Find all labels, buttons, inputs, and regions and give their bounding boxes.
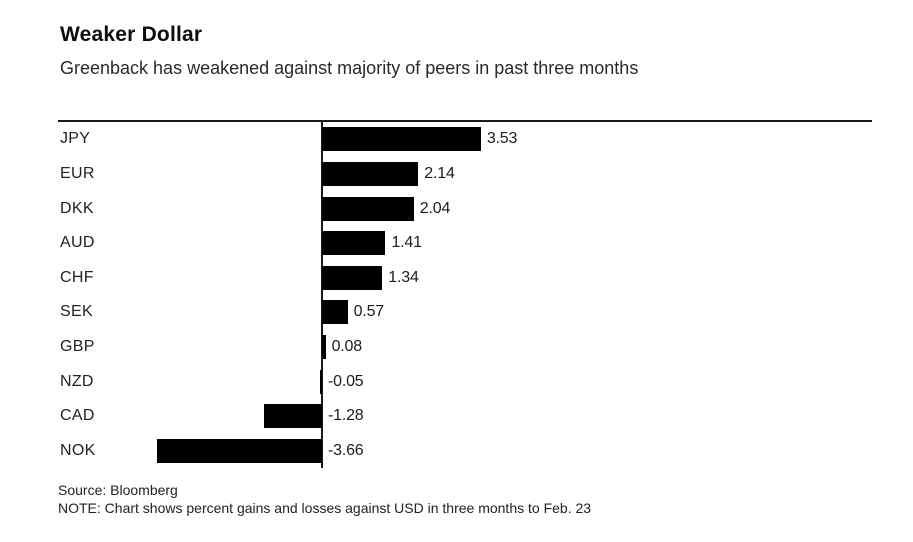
category-label: JPY: [60, 130, 91, 148]
category-label: NZD: [60, 372, 94, 390]
category-label: SEK: [60, 303, 93, 321]
bar: [322, 265, 383, 290]
bar: [264, 404, 322, 429]
bar: [322, 196, 414, 221]
value-label: -0.05: [328, 372, 364, 390]
value-label: -1.28: [328, 407, 364, 425]
bar: [322, 162, 419, 187]
bar: [322, 231, 386, 256]
value-label: 3.53: [486, 130, 518, 148]
bar-row: AUD 1.41: [0, 226, 913, 261]
bar-row: CHF 1.34: [0, 261, 913, 296]
bar: [319, 369, 322, 394]
category-label: GBP: [60, 338, 95, 356]
bar-row: GBP 0.08: [0, 330, 913, 365]
value-label: 1.34: [388, 268, 419, 286]
bar: [322, 127, 481, 152]
bar-row: CAD -1.28: [0, 399, 913, 434]
category-label: AUD: [60, 234, 95, 252]
source-label: Source: Bloomberg: [58, 482, 178, 498]
value-label: 0.08: [331, 338, 363, 356]
category-label: EUR: [60, 165, 95, 183]
value-label: 0.57: [353, 303, 385, 321]
chart-title: Weaker Dollar: [60, 23, 203, 46]
bar: [157, 438, 322, 463]
category-label: DKK: [60, 199, 94, 217]
value-label: 2.14: [424, 165, 455, 183]
category-label: CHF: [60, 268, 94, 286]
zero-axis-line: [321, 120, 323, 468]
chart-top-rule: [58, 120, 872, 122]
bar-chart: JPY 3.53 EUR 2.14 DKK 2.04 AUD 1.41 CHF …: [0, 120, 913, 470]
bar: [322, 300, 348, 325]
bar: [322, 335, 326, 360]
category-label: CAD: [60, 407, 95, 425]
category-label: NOK: [60, 441, 96, 459]
chart-subtitle: Greenback has weakened against majority …: [60, 58, 639, 78]
bar-row: DKK 2.04: [0, 191, 913, 226]
bar-row: JPY 3.53: [0, 122, 913, 157]
bar-row: NZD -0.05: [0, 364, 913, 399]
value-label: -3.66: [328, 441, 364, 459]
bar-row: EUR 2.14: [0, 157, 913, 192]
value-label: 2.04: [419, 199, 451, 217]
value-label: 1.41: [391, 234, 422, 252]
bar-row: SEK 0.57: [0, 295, 913, 330]
note-label: NOTE: Chart shows percent gains and loss…: [58, 500, 592, 516]
bar-row: NOK -3.66: [0, 434, 913, 469]
chart-rows: JPY 3.53 EUR 2.14 DKK 2.04 AUD 1.41 CHF …: [0, 120, 913, 470]
